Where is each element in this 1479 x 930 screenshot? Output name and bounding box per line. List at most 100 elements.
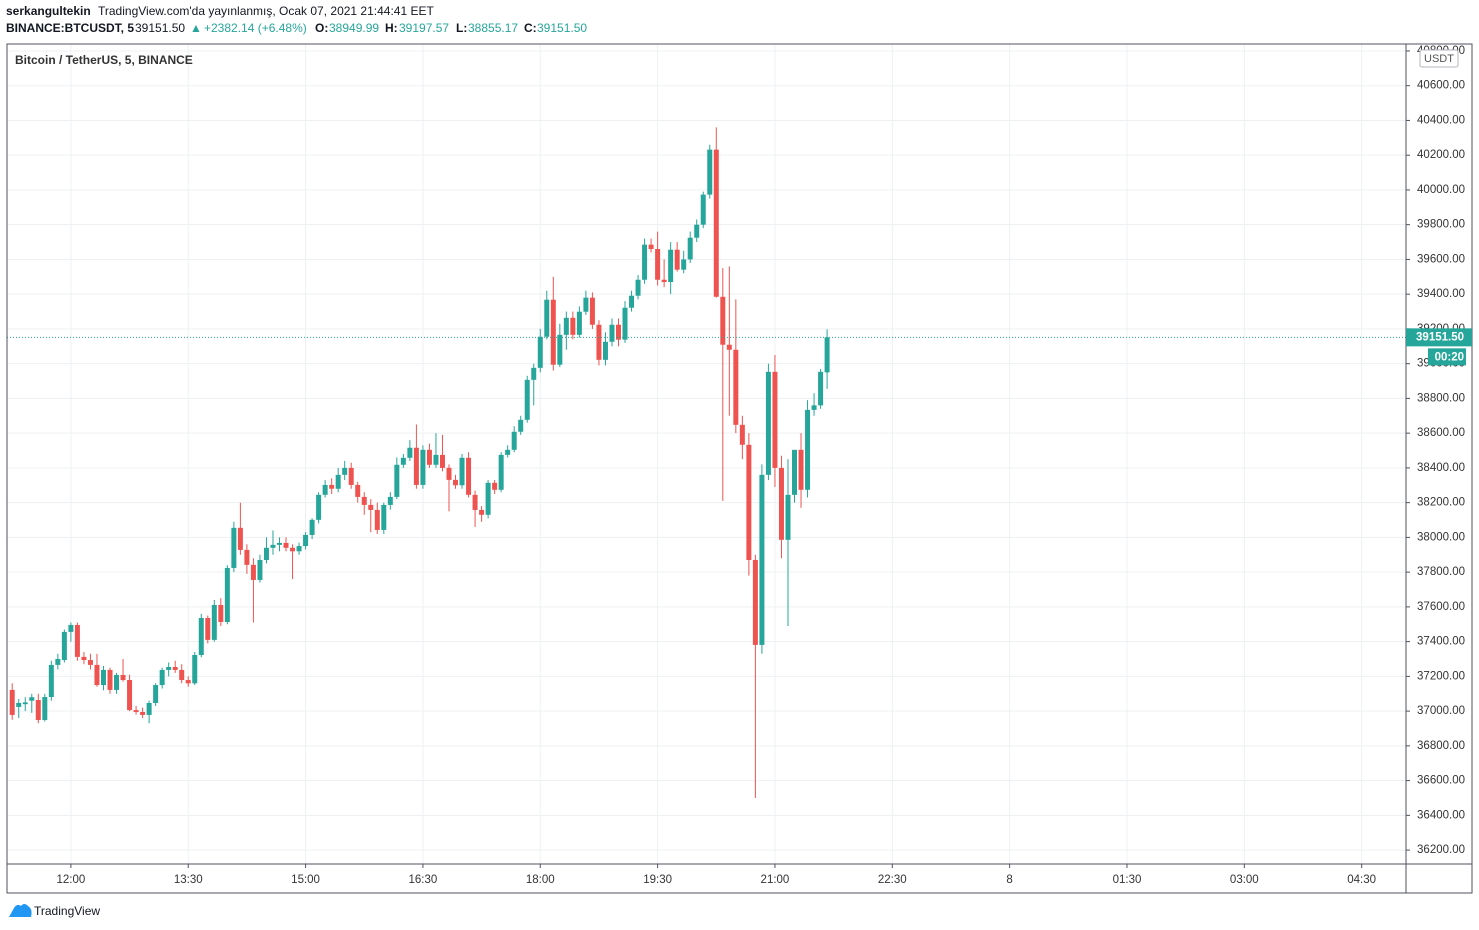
o-value: 38949.99 [329,21,379,35]
candle-body [544,299,550,337]
candle-body [348,467,354,485]
y-tick-label: 38600.00 [1417,427,1465,439]
candle-body [61,631,67,661]
candle-body [778,467,784,540]
candle-body [511,431,517,450]
candle-body [355,484,361,497]
y-tick-label: 36400.00 [1417,809,1465,821]
candle-body [16,702,22,707]
candle-body [22,702,28,705]
candle-body [746,444,752,560]
candle-body [453,479,459,486]
candle-body [420,449,426,485]
unit-box [1419,49,1459,68]
candle-body [342,467,348,475]
x-tick-label: 18:00 [526,874,555,886]
candle-body [224,567,230,622]
candle-body [94,664,100,686]
candle-body [74,624,80,657]
candle-body [661,279,667,283]
candle-body [433,454,439,465]
frame [6,43,1473,894]
x-tick-label: 12:00 [56,874,85,886]
candle-body [785,494,791,540]
candle-body [726,344,732,350]
candle-body [205,618,211,640]
candle-body [81,656,87,661]
candle-body [798,449,804,490]
candle-body [518,419,524,432]
candle-body [133,710,139,712]
h-key: H: [385,21,398,35]
candle-body [394,464,400,497]
candle-body [9,689,15,715]
candle-body [400,457,406,465]
axes: 36200.00 36400.00 36600.00 36800.00 37000.00… [56,45,1472,886]
countdown-tag [1428,348,1466,366]
user: serkangultekin [6,4,91,18]
candle-body [570,317,576,335]
candle-body [655,249,661,280]
y-tick-label: 40600.00 [1417,80,1465,92]
candle-body [609,324,615,342]
candle-body [381,504,387,530]
x-tick-label: 13:30 [174,874,203,886]
candle-body [472,494,478,510]
candle-body [459,457,465,486]
y-tick-label: 39600.00 [1417,253,1465,265]
chart-title: Bitcoin / TetherUS, 5, BINANCE [15,53,193,67]
candle-body [68,624,74,632]
candle-body [55,659,61,665]
candle-body [531,367,537,380]
y-tick-label: 38200.00 [1417,497,1465,509]
candle-body [498,454,504,490]
candle-body [361,496,367,505]
o-key: O: [315,21,328,35]
candle-body [114,674,120,690]
l-key: L: [456,21,467,35]
y-tick-label: 40400.00 [1417,114,1465,126]
brand: TradingView [34,904,100,918]
price: 39151.50 [135,21,185,35]
arrow: ▲ [190,21,202,35]
candle-body [733,349,739,425]
candle-body [237,527,243,550]
y-tick-label: 38800.00 [1417,392,1465,404]
candle-body [524,379,530,420]
candle-body [752,559,758,645]
y-tick-label: 37800.00 [1417,566,1465,578]
candle-body [700,194,706,225]
candle-body [140,711,146,715]
y-tick-label: 37000.00 [1417,705,1465,717]
candle-body [48,664,54,698]
y-tick-label: 40000.00 [1417,184,1465,196]
candle-body [335,474,341,489]
candle-body [316,494,322,520]
candle-body [602,341,608,360]
x-tick-label: 19:30 [643,874,672,886]
candle-body [557,334,563,365]
x-tick-label: 04:30 [1347,874,1376,886]
y-tick-label: 38000.00 [1417,531,1465,543]
y-tick-label: 39800.00 [1417,219,1465,231]
last-price-tag [1406,328,1472,347]
symbol: BINANCE:BTCUSDT, 5 [6,21,134,35]
x-tick-label: 21:00 [761,874,790,886]
candle-body [759,474,765,645]
candle-body [739,424,745,445]
candle-body [466,457,472,495]
candle-body [713,149,719,297]
h-value: 39197.57 [399,21,449,35]
candle-body [824,337,830,373]
logo-icon [9,904,32,917]
candle-body [35,700,41,720]
candle-body [446,467,452,480]
candle-body [492,482,498,490]
candle-body [426,449,432,465]
candle-body [374,509,380,530]
x-tick-label: 8 [1006,874,1012,886]
candle-body [772,371,778,468]
candle-body [159,669,165,686]
candle-body [107,669,113,690]
